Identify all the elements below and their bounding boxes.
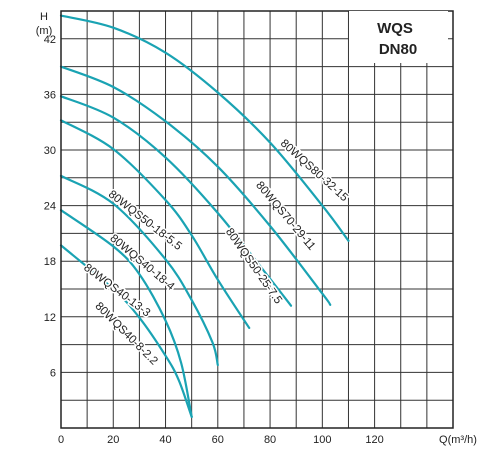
grid bbox=[60, 10, 454, 429]
series-line bbox=[59, 209, 193, 418]
series-label: 80WQS50-25-7.5 bbox=[223, 226, 284, 306]
series-line bbox=[59, 65, 332, 306]
y-tick-label: 30 bbox=[44, 145, 56, 157]
series-line bbox=[59, 14, 350, 242]
y-tick-label: 18 bbox=[44, 256, 56, 268]
title-box bbox=[349, 11, 448, 63]
x-tick-label: 0 bbox=[58, 434, 64, 446]
series-line bbox=[59, 119, 251, 329]
series-line bbox=[59, 174, 219, 367]
y-tick-label: 12 bbox=[44, 312, 56, 324]
series-lines bbox=[59, 14, 350, 418]
axes: 0 20 40 60 80 100 120 6 12 18 24 30 36 42 bbox=[44, 10, 454, 446]
x-axis-title: Q(m³/h) bbox=[439, 434, 477, 446]
x-tick-label: 40 bbox=[159, 434, 171, 446]
y-tick-label: 6 bbox=[50, 367, 56, 379]
y-tick-label: 42 bbox=[44, 34, 56, 46]
y-axis-title-line2: (m) bbox=[36, 25, 53, 37]
series-line bbox=[59, 244, 193, 418]
x-tick-label: 20 bbox=[107, 434, 119, 446]
y-tick-label: 24 bbox=[44, 201, 56, 213]
series-labels: 80WQS80-32-1580WQS70-29-1180WQS50-25-7.5… bbox=[80, 136, 352, 369]
y-axis-title-line1: H bbox=[40, 11, 48, 23]
x-tick-label: 120 bbox=[365, 434, 383, 446]
x-tick-label: 80 bbox=[264, 434, 276, 446]
x-tick-label: 100 bbox=[313, 434, 331, 446]
series-line bbox=[59, 95, 293, 307]
chart-title-line1: WQS bbox=[377, 20, 413, 37]
y-tick-label: 36 bbox=[44, 89, 56, 101]
x-tick-label: 60 bbox=[212, 434, 224, 446]
series-label: 80WQS40-13-3 bbox=[81, 262, 152, 320]
chart-title-line2: DN80 bbox=[379, 41, 417, 58]
plot-frame bbox=[60, 10, 454, 429]
